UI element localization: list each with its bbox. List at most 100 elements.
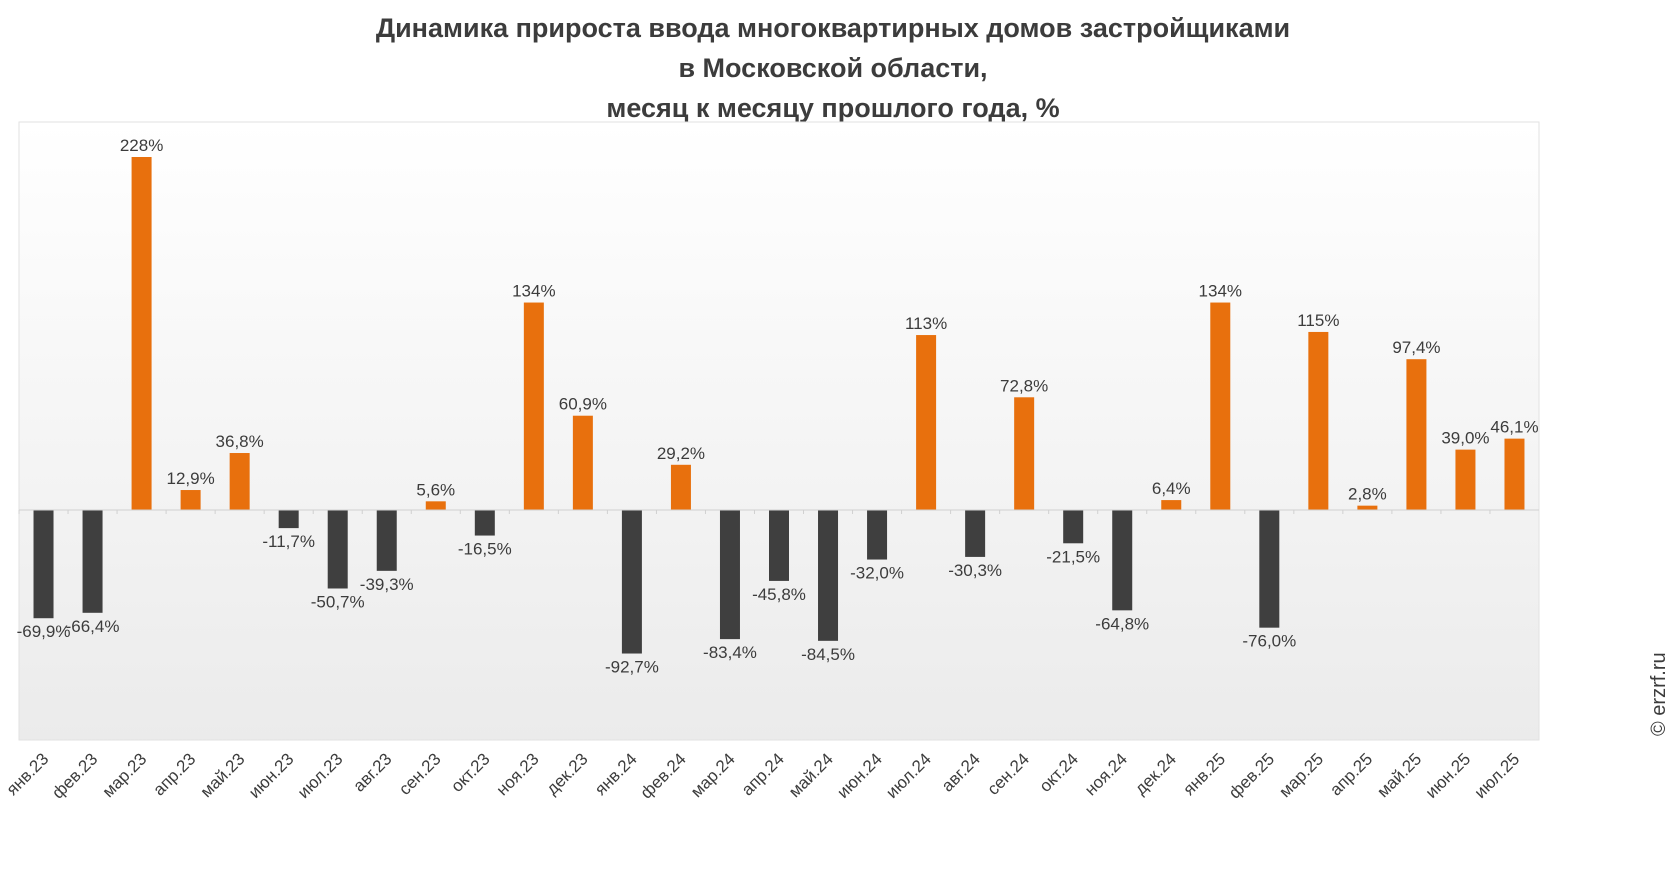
x-tick-label-фев.24: фев.24 (637, 749, 690, 802)
data-label-дек.23: 60,9% (559, 395, 607, 414)
bar-мар.23 (131, 157, 152, 510)
data-label-авг.24: -30,3% (948, 561, 1002, 580)
data-label-июн.25: 39,0% (1441, 429, 1489, 448)
x-tick-label-июл.25: июл.25 (1471, 749, 1524, 802)
bar-май.23 (229, 453, 250, 510)
bar-июл.23 (327, 510, 348, 589)
bar-мар.24 (719, 510, 740, 640)
x-tick-label-апр.23: апр.23 (149, 749, 199, 799)
data-label-май.24: -84,5% (801, 645, 855, 664)
x-tick-label-дек.24: дек.24 (1131, 749, 1180, 798)
data-label-июл.25: 46,1% (1490, 418, 1538, 437)
x-tick-label-май.23: май.23 (197, 749, 249, 801)
data-label-ноя.24: -64,8% (1095, 614, 1149, 633)
data-label-янв.24: -92,7% (605, 658, 659, 677)
x-tick-label-ноя.23: ноя.23 (493, 749, 543, 799)
bar-май.24 (818, 510, 839, 641)
bar-июн.25 (1455, 449, 1476, 510)
x-tick-label-ноя.24: ноя.24 (1081, 749, 1131, 799)
bar-фев.23 (82, 510, 103, 613)
bar-янв.23 (33, 510, 54, 619)
bar-янв.24 (621, 510, 642, 654)
data-label-апр.25: 2,8% (1348, 485, 1387, 504)
bar-окт.24 (1063, 510, 1084, 544)
bar-фев.24 (670, 464, 691, 510)
bar-июл.24 (916, 335, 937, 510)
bar-июл.25 (1504, 438, 1525, 510)
data-label-сен.24: 72,8% (1000, 376, 1048, 395)
x-tick-label-окт.24: окт.24 (1036, 749, 1082, 795)
data-label-янв.23: -69,9% (17, 622, 71, 641)
x-tick-label-фев.23: фев.23 (48, 749, 101, 802)
bar-май.25 (1406, 359, 1427, 510)
bar-окт.23 (474, 510, 495, 536)
bar-мар.25 (1308, 331, 1329, 510)
bar-авг.23 (376, 510, 397, 571)
bar-ноя.23 (523, 302, 544, 510)
data-label-окт.23: -16,5% (458, 540, 512, 559)
x-tick-label-авг.24: авг.24 (938, 749, 984, 795)
bar-дек.23 (572, 415, 593, 510)
bar-series (33, 157, 1525, 654)
data-labels: -69,9%-66,4%228%12,9%36,8%-11,7%-50,7%-3… (17, 136, 1539, 677)
x-tick-label-июн.25: июн.25 (1422, 749, 1475, 802)
source-credit: © erzrf.ru (1648, 652, 1666, 736)
data-label-фев.24: 29,2% (657, 444, 705, 463)
x-tick-label-мар.23: мар.23 (99, 749, 151, 801)
bar-фев.25 (1259, 510, 1280, 628)
data-label-дек.24: 6,4% (1152, 479, 1191, 498)
data-label-мар.25: 115% (1297, 311, 1339, 330)
x-tick-label-апр.24: апр.24 (738, 749, 788, 799)
x-tick-label-янв.25: янв.25 (1179, 749, 1229, 799)
data-label-июл.23: -50,7% (311, 593, 365, 612)
bar-сен.23 (425, 501, 446, 510)
x-tick-label-мар.24: мар.24 (687, 749, 739, 801)
x-tick-label-фев.25: фев.25 (1225, 749, 1278, 802)
x-tick-label-сен.24: сен.24 (984, 749, 1033, 798)
data-label-июн.23: -11,7% (262, 532, 315, 551)
x-tick-label-дек.23: дек.23 (543, 749, 592, 798)
chart-title-line-1: Динамика прироста ввода многоквартирных … (375, 13, 1291, 43)
bar-авг.24 (965, 510, 986, 557)
bar-апр.23 (180, 490, 201, 510)
x-axis-ticks (18, 510, 1491, 514)
data-label-фев.23: -66,4% (66, 617, 120, 636)
data-label-мар.24: -83,4% (703, 643, 757, 662)
bar-сен.24 (1014, 397, 1035, 510)
bar-дек.24 (1161, 500, 1182, 510)
data-label-ноя.23: 134% (512, 282, 555, 301)
x-tick-label-авг.23: авг.23 (349, 749, 395, 795)
x-tick-label-окт.23: окт.23 (447, 749, 493, 795)
x-tick-label-июн.24: июн.24 (833, 749, 886, 802)
chart-title: Динамика прироста ввода многоквартирных … (0, 8, 1666, 128)
data-label-янв.25: 134% (1199, 282, 1242, 301)
data-label-авг.23: -39,3% (360, 575, 414, 594)
chart-title-line-2: в Московской области, (678, 53, 988, 83)
bar-апр.25 (1357, 505, 1378, 510)
x-tick-label-июл.23: июл.23 (294, 749, 347, 802)
data-label-апр.24: -45,8% (752, 585, 806, 604)
x-tick-label-мар.25: мар.25 (1275, 749, 1327, 801)
data-label-июл.24: 113% (905, 314, 947, 333)
bar-июн.23 (278, 510, 299, 529)
bar-янв.25 (1210, 302, 1231, 510)
x-tick-label-май.25: май.25 (1373, 749, 1425, 801)
data-label-май.25: 97,4% (1392, 338, 1440, 357)
data-label-май.23: 36,8% (216, 432, 264, 451)
data-label-сен.23: 5,6% (416, 480, 455, 499)
x-tick-label-янв.23: янв.23 (3, 749, 53, 799)
bar-апр.24 (769, 510, 789, 581)
x-tick-label-июл.24: июл.24 (882, 749, 935, 802)
data-label-фев.25: -76,0% (1242, 632, 1296, 651)
x-tick-label-июн.23: июн.23 (245, 749, 298, 802)
plot-area (18, 121, 1540, 741)
bar-ноя.24 (1112, 510, 1133, 611)
x-tick-label-апр.25: апр.25 (1326, 749, 1376, 799)
data-label-апр.23: 12,9% (167, 469, 215, 488)
data-label-июн.24: -32,0% (850, 564, 904, 583)
x-tick-label-янв.24: янв.24 (591, 749, 641, 799)
data-label-окт.24: -21,5% (1046, 547, 1100, 566)
x-tick-label-май.24: май.24 (785, 749, 837, 801)
chart-title-line-3: месяц к месяцу прошлого года, % (606, 93, 1060, 123)
